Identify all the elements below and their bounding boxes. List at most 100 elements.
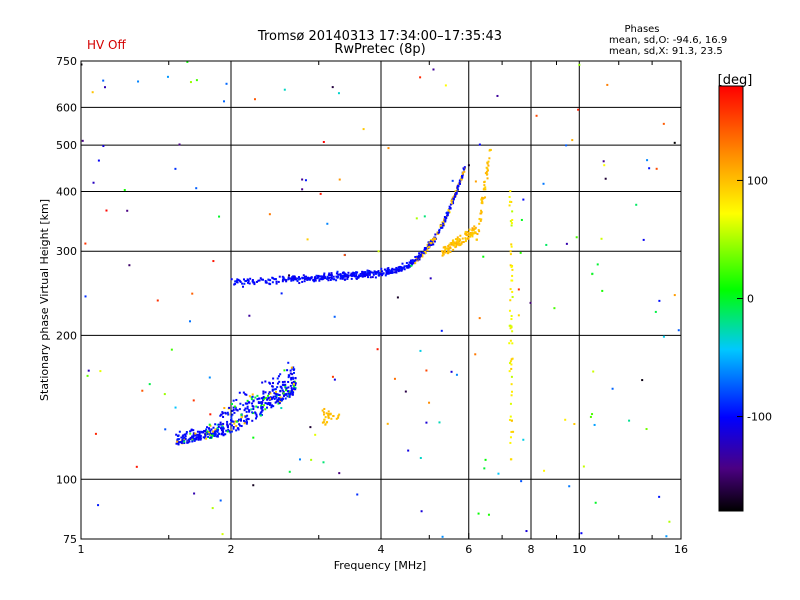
data-point xyxy=(97,504,100,507)
data-point xyxy=(391,267,394,270)
data-point xyxy=(287,376,290,379)
data-point xyxy=(259,413,262,416)
data-point xyxy=(244,421,247,424)
data-point xyxy=(339,273,342,276)
y-tick-label: 600 xyxy=(56,101,77,114)
data-point xyxy=(471,233,474,236)
data-point xyxy=(274,388,277,391)
data-point xyxy=(430,242,433,245)
data-point xyxy=(289,372,292,375)
data-point xyxy=(218,215,221,218)
data-point xyxy=(248,395,251,398)
data-point xyxy=(219,421,222,424)
data-point xyxy=(480,218,483,221)
data-point xyxy=(290,381,293,384)
data-point xyxy=(326,421,329,424)
data-point xyxy=(339,277,342,280)
data-point xyxy=(248,410,251,413)
data-point xyxy=(177,443,180,446)
data-point xyxy=(270,404,273,407)
data-point xyxy=(427,241,430,244)
data-point xyxy=(508,418,511,421)
data-point xyxy=(346,274,349,277)
data-point xyxy=(460,178,463,181)
data-point xyxy=(369,270,372,273)
data-point xyxy=(268,282,271,285)
data-point xyxy=(86,374,89,377)
data-point xyxy=(260,401,263,404)
data-point xyxy=(288,395,291,398)
data-point xyxy=(358,274,361,277)
data-point xyxy=(509,415,512,418)
data-point xyxy=(323,276,326,279)
data-point xyxy=(386,272,389,275)
data-point xyxy=(270,406,273,409)
data-point xyxy=(668,520,671,523)
data-point xyxy=(188,320,191,323)
data-point xyxy=(216,430,219,433)
data-point xyxy=(307,276,310,279)
data-point xyxy=(509,220,512,223)
data-point xyxy=(451,242,454,245)
colorbar-ticks: 100 0 -100 xyxy=(737,174,772,424)
data-point xyxy=(393,271,396,274)
data-point xyxy=(426,246,429,249)
data-point xyxy=(368,272,371,275)
data-point xyxy=(287,361,290,364)
data-point xyxy=(328,272,331,275)
data-point xyxy=(488,157,491,160)
data-point xyxy=(283,380,286,383)
data-point xyxy=(443,250,446,253)
data-point xyxy=(415,217,418,220)
data-point xyxy=(209,431,212,434)
data-point xyxy=(426,243,429,246)
data-point xyxy=(343,254,346,257)
x-tick-label: 8 xyxy=(528,543,535,556)
data-point xyxy=(568,485,571,488)
data-point xyxy=(226,420,229,423)
data-point xyxy=(430,243,433,246)
data-point xyxy=(246,407,249,410)
data-point xyxy=(432,68,435,71)
data-point xyxy=(261,381,264,384)
colorbar-label: [deg] xyxy=(718,73,753,88)
data-point xyxy=(192,436,195,439)
data-point xyxy=(508,204,511,207)
data-point xyxy=(288,470,291,473)
data-point xyxy=(322,140,325,143)
data-point xyxy=(425,421,428,424)
data-point xyxy=(323,413,326,416)
data-point xyxy=(156,299,159,302)
data-point xyxy=(275,393,278,396)
data-point xyxy=(264,391,267,394)
data-point xyxy=(189,81,192,84)
data-point xyxy=(287,276,290,279)
data-point xyxy=(460,242,463,245)
data-point xyxy=(189,436,192,439)
data-point xyxy=(197,435,200,438)
data-point xyxy=(251,419,254,422)
data-point xyxy=(259,414,262,417)
data-point xyxy=(190,429,193,432)
data-point xyxy=(245,421,248,424)
data-point xyxy=(284,389,287,392)
data-point xyxy=(335,417,338,420)
data-point xyxy=(324,416,327,419)
data-point xyxy=(187,440,190,443)
data-point xyxy=(282,384,285,387)
data-point xyxy=(274,390,277,393)
data-point xyxy=(84,295,87,298)
data-point xyxy=(508,309,511,312)
data-point xyxy=(135,465,138,468)
data-point xyxy=(474,180,477,183)
data-point xyxy=(565,242,568,245)
data-point xyxy=(454,242,457,245)
data-point xyxy=(273,392,276,395)
data-point xyxy=(386,422,389,425)
data-point xyxy=(284,397,287,400)
data-point xyxy=(449,242,452,245)
data-point xyxy=(238,391,241,394)
data-point xyxy=(215,430,218,433)
data-point xyxy=(337,92,340,95)
data-point xyxy=(414,255,417,258)
